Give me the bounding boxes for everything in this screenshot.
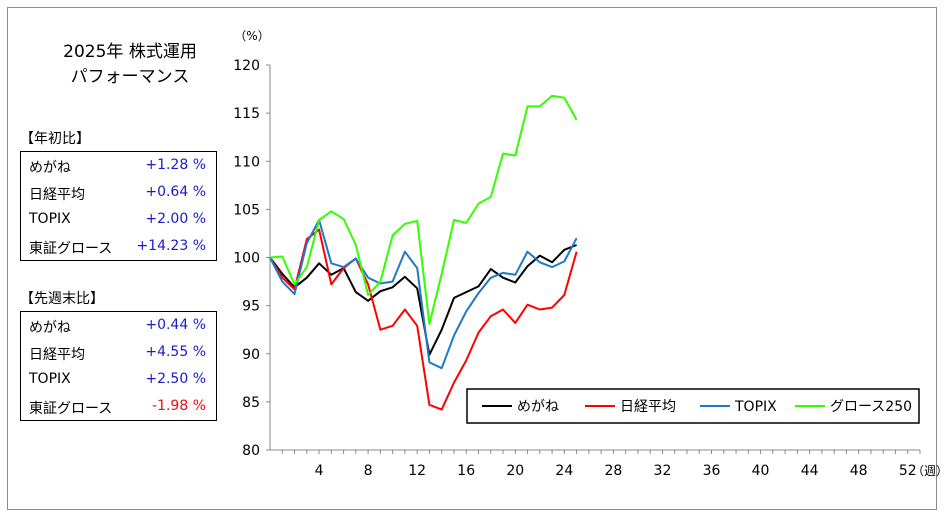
x-tick-label: 8 (364, 463, 373, 479)
row-name: TOPIX (29, 371, 71, 387)
y-tick-label: 115 (233, 106, 260, 122)
x-tick-label: 36 (703, 463, 721, 479)
table-row: 日経平均 +4.55 % (21, 339, 216, 366)
y-tick-label: 85 (242, 395, 260, 411)
legend-label: めがね (517, 399, 559, 415)
x-tick-label: 28 (604, 463, 622, 479)
row-value: +4.55 % (145, 344, 206, 360)
wow-table: めがね +0.44 % 日経平均 +4.55 % TOPIX +2.50 % 東… (20, 311, 217, 421)
row-name: 日経平均 (29, 187, 85, 203)
row-value: +2.50 % (145, 371, 206, 387)
row-name: 日経平均 (29, 347, 85, 363)
series-line-1 (269, 228, 578, 411)
series-line-3 (269, 94, 578, 325)
table-row: TOPIX +2.50 % (21, 366, 216, 393)
y-tick-label: 95 (242, 299, 260, 315)
chart-frame (7, 7, 937, 510)
row-name: めがね (29, 160, 71, 176)
table-row: 日経平均 +0.64 % (21, 179, 216, 206)
table-row: 東証グロース -1.98 % (21, 393, 216, 420)
x-tick-label: 44 (801, 463, 819, 479)
row-value: +0.44 % (145, 317, 206, 333)
row-name: TOPIX (29, 211, 71, 227)
row-value: -1.98 % (152, 398, 206, 414)
x-tick-label: 48 (850, 463, 868, 479)
ytd-table: めがね +1.28 % 日経平均 +0.64 % TOPIX +2.00 % 東… (20, 151, 217, 261)
legend-label: 日経平均 (620, 399, 676, 415)
row-value: +2.00 % (145, 211, 206, 227)
y-tick-label: 110 (233, 154, 260, 170)
x-tick-label: 20 (506, 463, 524, 479)
y-tick-label: 90 (242, 347, 260, 363)
wow-label: 【先週末比】 (20, 291, 104, 307)
panel-title-line1: 2025年 株式運用 (63, 42, 197, 62)
y-tick-label: 105 (233, 202, 260, 218)
x-tick-label: 40 (752, 463, 770, 479)
row-name: めがね (29, 320, 71, 336)
row-value: +0.64 % (145, 184, 206, 200)
row-value: +1.28 % (145, 157, 206, 173)
legend-label: TOPIX (734, 399, 777, 415)
table-row: TOPIX +2.00 % (21, 206, 216, 233)
legend-label: グロース250 (830, 399, 912, 415)
panel-title: 2025年 株式運用 パフォーマンス (20, 40, 240, 90)
y-tick-label: 80 (242, 443, 260, 459)
x-tick-label: 24 (555, 463, 573, 479)
table-row: めがね +0.44 % (21, 312, 216, 339)
row-value: +14.23 % (136, 238, 206, 254)
x-tick-label: 12 (408, 463, 426, 479)
x-tick-label: 4 (315, 463, 324, 479)
table-row: めがね +1.28 % (21, 152, 216, 179)
y-tick-label: 120 (233, 58, 260, 74)
ytd-label: 【年初比】 (20, 131, 90, 147)
legend-box (466, 388, 920, 424)
x-tick-label: 52 (899, 463, 917, 479)
y-tick-label: 100 (233, 251, 260, 267)
x-tick-label: 16 (457, 463, 475, 479)
panel-title-line2: パフォーマンス (70, 67, 190, 87)
row-name: 東証グロース (29, 241, 113, 257)
x-unit-label: （週） (912, 464, 944, 478)
legend: めがね 日経平均 TOPIX グロース250 (466, 388, 920, 424)
row-name: 東証グロース (29, 401, 113, 417)
y-unit-label: （%） (234, 29, 269, 43)
x-tick-label: 32 (654, 463, 672, 479)
series-line-2 (269, 219, 578, 370)
table-row: 東証グロース +14.23 % (21, 233, 216, 260)
series-line-0 (269, 244, 577, 356)
